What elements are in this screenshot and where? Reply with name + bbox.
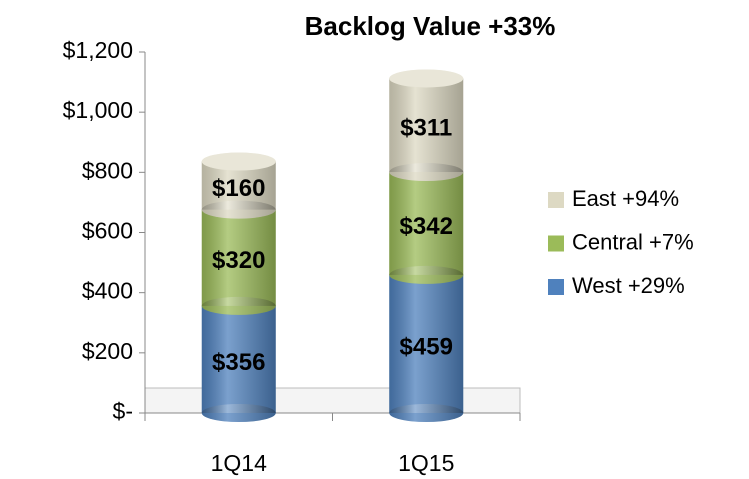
- x-tick-label: 1Q15: [398, 450, 454, 476]
- legend-label: East +94%: [572, 186, 679, 211]
- y-tick-label: $800: [82, 157, 133, 183]
- y-tick-label: $-: [113, 398, 133, 424]
- value-label: $356: [212, 349, 265, 376]
- value-label: $320: [212, 247, 265, 274]
- floor: [144, 387, 521, 414]
- bar-shade: [389, 78, 464, 173]
- cylinder-top-light: [389, 69, 464, 88]
- bar-shade: [389, 172, 464, 275]
- y-tick-label: $1,000: [63, 97, 133, 123]
- y-tick-label: $400: [82, 278, 133, 304]
- value-label: $311: [400, 115, 452, 142]
- legend-label: Central +7%: [572, 229, 694, 254]
- bar-shade: [201, 305, 276, 413]
- legend-swatch: [548, 235, 564, 252]
- value-label: $459: [400, 333, 453, 360]
- legend-swatch: [548, 279, 564, 295]
- cylinder-top: [389, 69, 464, 88]
- bar-shade: [201, 209, 276, 306]
- chart-title: Backlog Value +33%: [305, 11, 556, 41]
- value-label: $160: [212, 175, 265, 202]
- y-tick-label: $200: [82, 338, 133, 364]
- y-tick-label: $600: [82, 218, 133, 244]
- value-label: $342: [400, 213, 453, 240]
- x-tick-label: 1Q14: [211, 450, 267, 476]
- legend-label: West +29%: [572, 273, 685, 298]
- y-tick-label: $1,200: [63, 37, 133, 63]
- legend-swatch: [548, 192, 564, 208]
- bar-shade: [389, 274, 464, 413]
- cylinder-top: [201, 152, 276, 171]
- cylinder-top-light: [201, 152, 276, 171]
